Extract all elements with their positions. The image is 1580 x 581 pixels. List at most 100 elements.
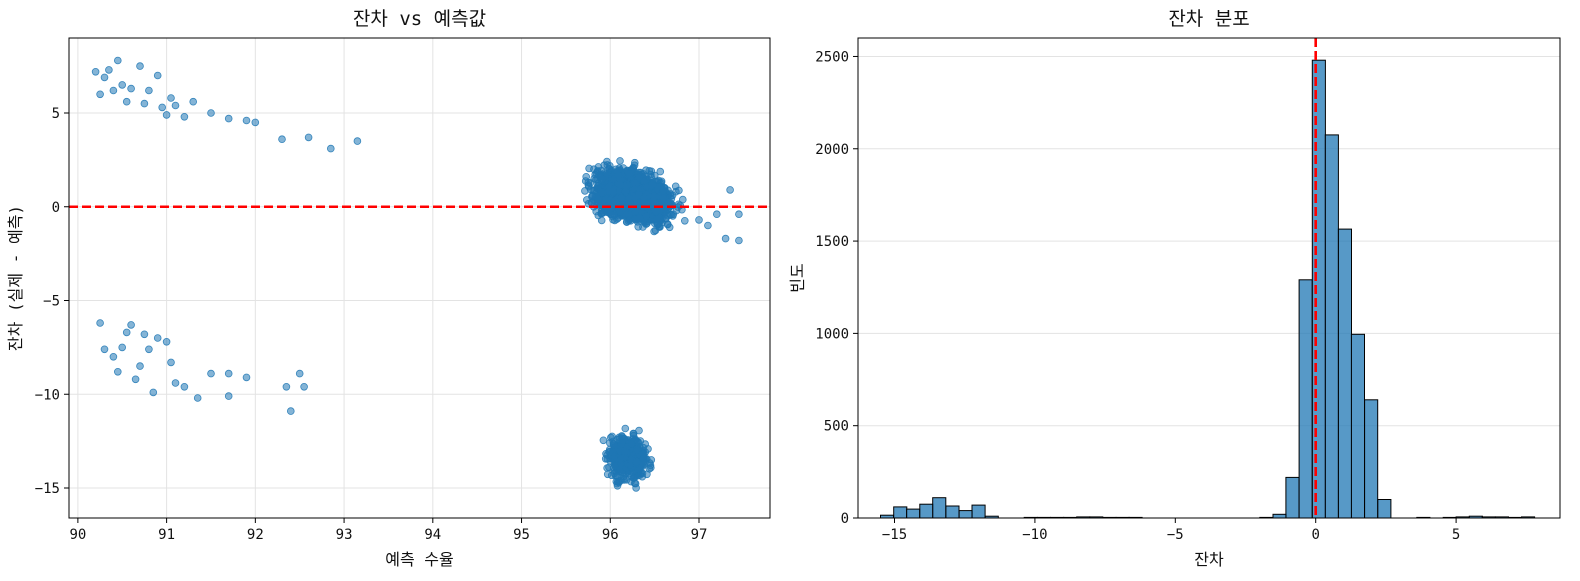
scatter-point xyxy=(300,382,308,391)
scatter-point xyxy=(602,170,611,178)
histogram-y-axis-label: 빈도 xyxy=(788,263,807,292)
histogram-bar xyxy=(919,503,934,519)
scatter-point xyxy=(278,135,286,144)
x-tick-label: 92 xyxy=(247,527,264,543)
x-tick-label: −5 xyxy=(1167,527,1184,543)
scatter-point xyxy=(659,193,667,202)
x-tick-label: 91 xyxy=(158,527,175,543)
scatter-point xyxy=(581,187,589,195)
scatter-point xyxy=(91,68,100,76)
scatter-point xyxy=(158,103,167,112)
scatter-point xyxy=(167,94,175,102)
scatter-point xyxy=(242,116,251,125)
x-tick-label: 0 xyxy=(1311,527,1319,543)
histogram-bar xyxy=(1285,476,1300,519)
scatter-point xyxy=(127,321,135,329)
scatter-point xyxy=(145,345,153,354)
x-tick-label: 96 xyxy=(602,527,619,543)
scatter-point xyxy=(207,369,215,378)
scatter-point xyxy=(224,114,233,123)
scatter-point xyxy=(652,207,660,216)
histogram-bar xyxy=(893,506,908,519)
scatter-point xyxy=(118,81,126,89)
scatter-point xyxy=(625,170,634,178)
scatter-point xyxy=(652,215,660,224)
histogram-gridlines xyxy=(858,55,1560,519)
y-tick-label: 5 xyxy=(52,106,60,122)
scatter-point xyxy=(171,379,180,387)
scatter-point xyxy=(109,352,118,361)
y-tick-label: 1500 xyxy=(815,234,849,250)
histogram-bar xyxy=(1298,279,1313,519)
residual-scatter-plot: 잔차 vs 예측값 예측 수율 잔차 (실제 - 예측) 90 91 92 93 94 9… xyxy=(6,8,771,569)
scatter-point xyxy=(100,73,109,82)
y-tick-label: 1000 xyxy=(815,326,849,342)
scatter-point xyxy=(735,210,743,219)
y-tick-label: 0 xyxy=(52,200,60,216)
scatter-point xyxy=(642,182,650,190)
scatter-point xyxy=(712,210,721,219)
scatter-point xyxy=(640,194,648,202)
scatter-point xyxy=(680,217,689,225)
scatter-point xyxy=(630,161,639,170)
x-tick-label: 97 xyxy=(691,527,708,543)
scatter-point xyxy=(207,109,215,117)
histogram-bar xyxy=(906,508,921,519)
y-tick-label: 500 xyxy=(824,419,849,435)
scatter-axes-frame xyxy=(68,37,771,519)
scatter-point xyxy=(118,343,126,352)
residual-histogram-plot: 잔차 분포 잔차 빈도 −15 −10 −5 0 5 0 500 1000 1500 2000 25… xyxy=(788,8,1561,569)
scatter-point xyxy=(353,137,362,145)
y-tick-label: 2500 xyxy=(815,49,849,65)
y-tick-label: 2000 xyxy=(815,142,849,158)
scatter-point xyxy=(609,440,618,449)
scatter-point xyxy=(136,362,144,370)
scatter-point xyxy=(153,334,162,342)
scatter-point xyxy=(669,210,678,219)
y-tick-label: 0 xyxy=(841,511,849,527)
scatter-point xyxy=(581,177,590,185)
y-tick-label: −15 xyxy=(35,481,60,497)
scatter-point xyxy=(585,164,593,173)
scatter-points xyxy=(91,56,743,492)
scatter-point xyxy=(96,319,104,327)
x-tick-label: −15 xyxy=(882,527,907,543)
scatter-point xyxy=(648,181,657,189)
histogram-bar xyxy=(1337,228,1353,519)
scatter-point xyxy=(678,195,687,204)
scatter-point xyxy=(180,113,189,121)
scatter-point xyxy=(633,438,642,446)
scatter-point xyxy=(114,56,122,65)
scatter-point xyxy=(632,446,641,454)
scatter-point xyxy=(162,337,171,346)
x-tick-label: 93 xyxy=(336,527,353,543)
scatter-point xyxy=(635,214,644,222)
scatter-point xyxy=(601,454,610,463)
scatter-point xyxy=(598,188,607,197)
scatter-point xyxy=(650,171,659,180)
x-tick-label: 5 xyxy=(1452,527,1460,543)
scatter-point xyxy=(162,111,171,119)
scatter-point xyxy=(326,144,335,153)
scatter-x-axis-label: 예측 수율 xyxy=(385,550,454,569)
scatter-point xyxy=(649,197,657,205)
histogram-axes-frame xyxy=(857,37,1561,519)
scatter-point xyxy=(659,186,667,195)
histogram-bars xyxy=(880,59,1536,519)
scatter-x-ticks: 90 91 92 93 94 95 96 97 xyxy=(69,518,707,543)
histogram-bar xyxy=(1377,499,1392,519)
scatter-point xyxy=(641,459,649,467)
scatter-point xyxy=(589,186,597,195)
scatter-point xyxy=(193,394,202,402)
scatter-point xyxy=(140,99,149,108)
scatter-point xyxy=(614,171,623,180)
scatter-point xyxy=(625,194,633,202)
scatter-point xyxy=(251,118,260,127)
scatter-point xyxy=(735,236,743,245)
scatter-point xyxy=(661,215,670,223)
scatter-point xyxy=(131,375,140,384)
scatter-point xyxy=(153,71,162,80)
scatter-point xyxy=(145,86,153,95)
scatter-point xyxy=(613,472,622,481)
scatter-point xyxy=(286,407,295,415)
